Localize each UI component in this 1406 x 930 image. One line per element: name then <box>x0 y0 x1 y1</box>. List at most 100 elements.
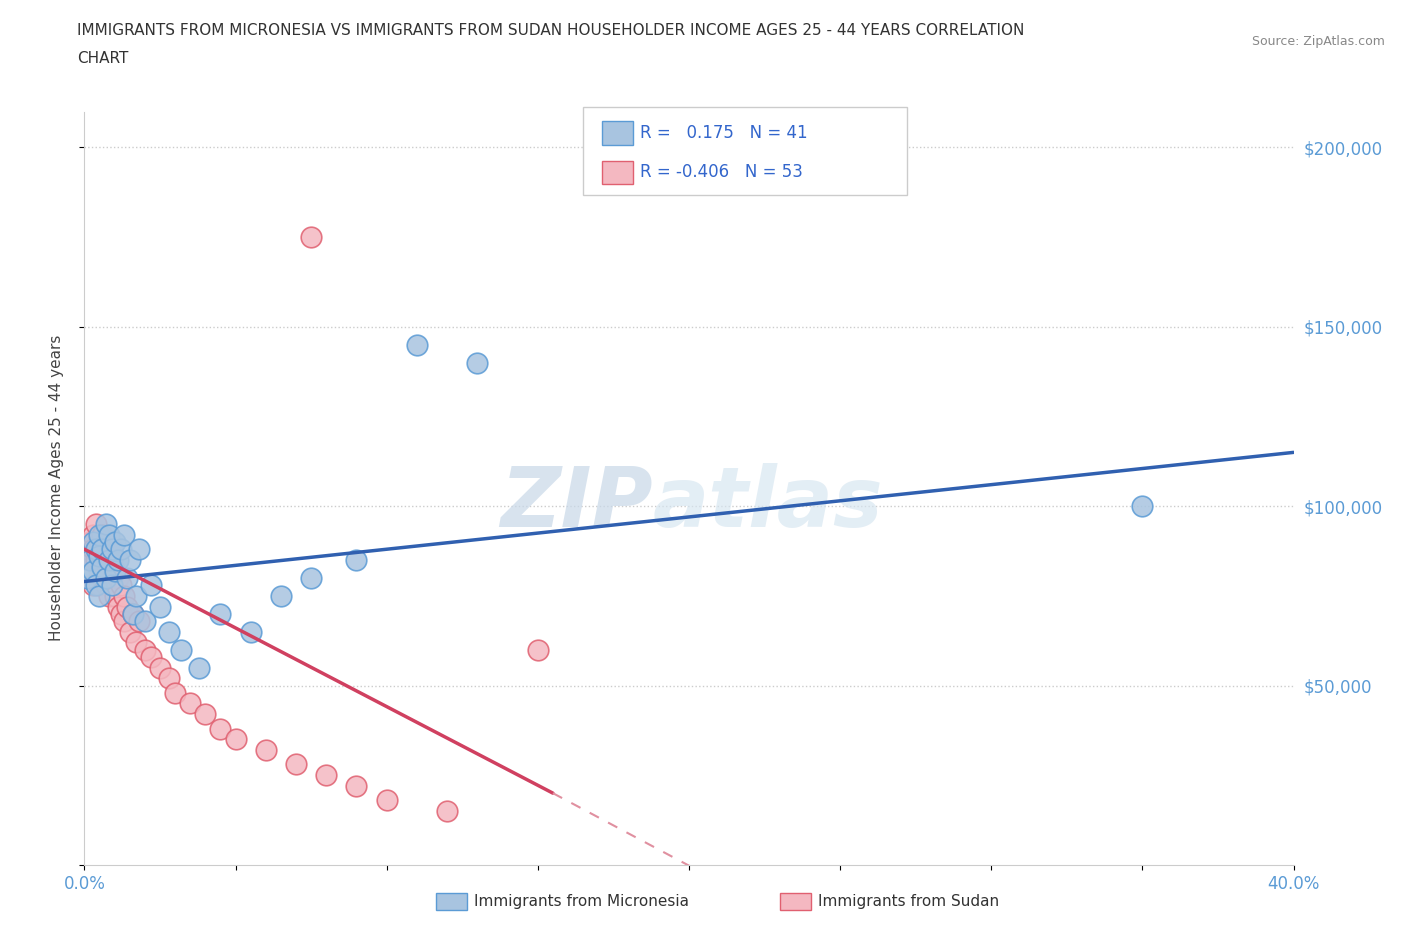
Point <box>94 517 117 532</box>
Point <box>128 542 150 557</box>
Point <box>299 570 322 585</box>
Point <box>139 578 162 592</box>
Point <box>97 527 120 542</box>
Text: Immigrants from Micronesia: Immigrants from Micronesia <box>474 894 689 909</box>
Point <box>76 542 98 557</box>
Point <box>467 355 489 370</box>
Point <box>436 804 458 818</box>
Point <box>86 542 108 557</box>
Point <box>1130 498 1153 513</box>
Point <box>112 527 135 542</box>
Point <box>100 552 122 567</box>
Point <box>100 542 122 557</box>
Point <box>104 564 127 578</box>
Text: CHART: CHART <box>77 51 129 66</box>
Point <box>254 743 277 758</box>
Point <box>79 535 101 550</box>
Point <box>91 552 114 567</box>
Point <box>157 624 180 639</box>
Point <box>104 589 127 604</box>
Point <box>134 643 156 658</box>
Point <box>104 564 127 578</box>
Point <box>110 606 132 621</box>
Point <box>91 527 114 542</box>
Point <box>79 552 101 567</box>
Point <box>179 696 201 711</box>
Point <box>94 535 117 550</box>
Point <box>89 578 111 592</box>
Point <box>94 552 117 567</box>
Y-axis label: Householder Income Ages 25 - 44 years: Householder Income Ages 25 - 44 years <box>49 335 63 642</box>
Point <box>110 542 132 557</box>
Point <box>346 778 368 793</box>
Point <box>82 542 104 557</box>
Point <box>89 542 111 557</box>
Point <box>107 599 129 614</box>
Point <box>225 732 247 747</box>
Point <box>121 606 143 621</box>
Point <box>89 535 111 550</box>
Point <box>165 685 187 700</box>
Point <box>209 606 232 621</box>
Point <box>346 552 368 567</box>
Point <box>112 589 135 604</box>
Point <box>107 570 129 585</box>
Point <box>82 527 104 542</box>
Text: Immigrants from Sudan: Immigrants from Sudan <box>818 894 1000 909</box>
Point <box>82 578 104 592</box>
Point <box>270 589 292 604</box>
Point <box>125 589 148 604</box>
Point <box>406 338 429 352</box>
Point <box>82 564 104 578</box>
Point <box>118 552 141 567</box>
Point <box>375 793 398 808</box>
Point <box>285 757 308 772</box>
Point <box>134 614 156 629</box>
Point <box>97 542 120 557</box>
Point <box>121 606 143 621</box>
Point <box>110 578 132 592</box>
Point <box>86 578 108 592</box>
Text: Source: ZipAtlas.com: Source: ZipAtlas.com <box>1251 35 1385 48</box>
Point <box>107 552 129 567</box>
Text: atlas: atlas <box>652 463 883 544</box>
Point <box>94 570 117 585</box>
Point <box>115 570 138 585</box>
Point <box>89 589 111 604</box>
Point <box>239 624 262 639</box>
Point <box>79 552 101 567</box>
Point <box>194 707 217 722</box>
Point <box>157 671 180 685</box>
Point <box>104 535 127 550</box>
Point <box>86 552 108 567</box>
Point <box>97 564 120 578</box>
Point <box>149 660 172 675</box>
Point <box>97 552 120 567</box>
Text: ZIP: ZIP <box>501 463 652 544</box>
Point <box>170 643 193 658</box>
Point <box>100 578 122 592</box>
Text: R =   0.175   N = 41: R = 0.175 N = 41 <box>640 124 807 142</box>
Point <box>112 614 135 629</box>
Point <box>125 635 148 650</box>
Point <box>128 614 150 629</box>
Point <box>115 599 138 614</box>
Point <box>118 624 141 639</box>
Point <box>97 589 120 604</box>
Point <box>89 549 111 564</box>
Point <box>527 643 550 658</box>
Point <box>139 649 162 664</box>
Text: IMMIGRANTS FROM MICRONESIA VS IMMIGRANTS FROM SUDAN HOUSEHOLDER INCOME AGES 25 -: IMMIGRANTS FROM MICRONESIA VS IMMIGRANTS… <box>77 23 1025 38</box>
Point <box>86 517 108 532</box>
Point <box>82 535 104 550</box>
Point <box>209 721 232 736</box>
Point <box>299 230 322 245</box>
Point <box>91 570 114 585</box>
Point <box>76 570 98 585</box>
Point <box>149 599 172 614</box>
Point <box>100 570 122 585</box>
Point <box>91 542 114 557</box>
Point <box>315 768 337 783</box>
Point <box>89 527 111 542</box>
Point <box>91 560 114 575</box>
